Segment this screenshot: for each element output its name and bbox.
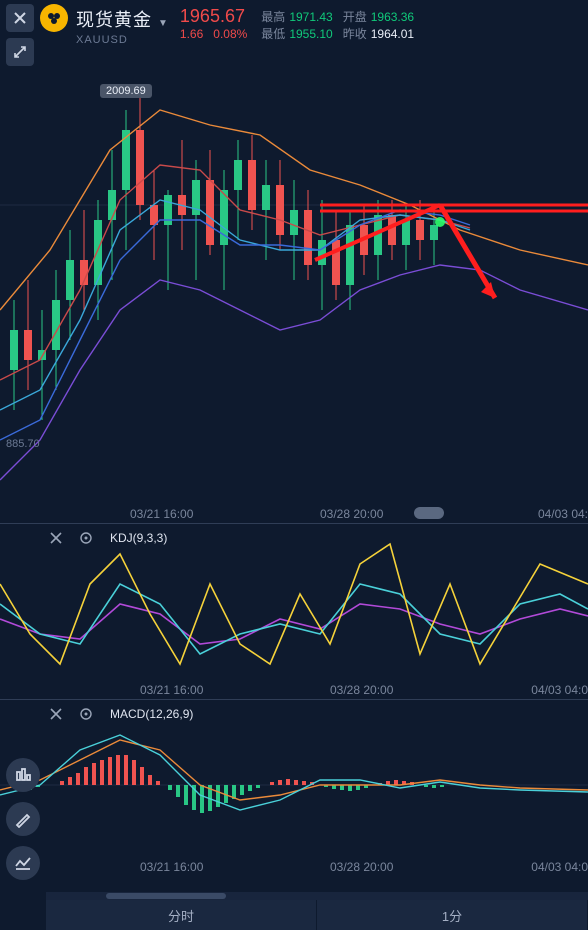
header: 现货黄金 ▼ XAUUSD 1965.67 1.66 0.08% 最高1971.…: [0, 0, 588, 50]
expand-icon[interactable]: [6, 38, 34, 66]
symbol: XAUUSD: [76, 34, 168, 46]
ohlc-block: 最高1971.43 开盘1963.36 最低1955.10 昨收1964.01: [261, 8, 414, 42]
kdj-panel[interactable]: KDJ(9,3,3) 03/21 16:00 03/28 20:00 04/03…: [0, 524, 588, 699]
tab-1min[interactable]: 1分: [317, 900, 588, 930]
tab-tick[interactable]: 分时: [46, 900, 317, 930]
x-tick: 03/28 20:00: [330, 860, 393, 874]
asset-selector[interactable]: 现货黄金 ▼: [76, 6, 168, 32]
chevron-down-icon: ▼: [158, 18, 168, 29]
x-tick: 04/03 04:0: [531, 683, 588, 697]
x-tick: 03/28 20:00: [330, 683, 393, 697]
low-marker: 885.70: [6, 438, 40, 450]
last-price: 1965.67: [180, 6, 247, 27]
hscroll-thumb[interactable]: [106, 893, 226, 899]
x-tick: 03/28 20:00: [320, 507, 383, 521]
time-scrubber[interactable]: [414, 507, 444, 519]
x-tick: 04/03 04:0: [531, 860, 588, 874]
main-chart[interactable]: 2009.69 885.70 03/21 16:00 03/28 20:00 0…: [0, 50, 588, 523]
draw-icon[interactable]: [6, 802, 40, 836]
x-tick: 03/21 16:00: [140, 860, 203, 874]
x-tick: 04/03 04:: [538, 507, 588, 521]
change-abs: 1.66: [180, 27, 203, 41]
timeframe-tabs: 分时 1分: [46, 900, 588, 930]
x-tick: 03/21 16:00: [130, 507, 193, 521]
change-pct: 0.08%: [213, 27, 247, 41]
chart-type-icon[interactable]: [6, 846, 40, 880]
indicator-icon[interactable]: [6, 758, 40, 792]
close-icon[interactable]: [6, 4, 34, 32]
left-tools: [6, 4, 34, 72]
hscroll-track[interactable]: [46, 892, 588, 900]
chart-tools: [6, 758, 40, 880]
asset-icon: [40, 4, 68, 32]
asset-name: 现货黄金: [76, 6, 152, 32]
macd-panel[interactable]: MACD(12,26,9) 03/21 16:00 03/28 20:00 04…: [0, 700, 588, 892]
x-tick: 03/21 16:00: [140, 683, 203, 697]
high-marker: 2009.69: [100, 84, 152, 98]
